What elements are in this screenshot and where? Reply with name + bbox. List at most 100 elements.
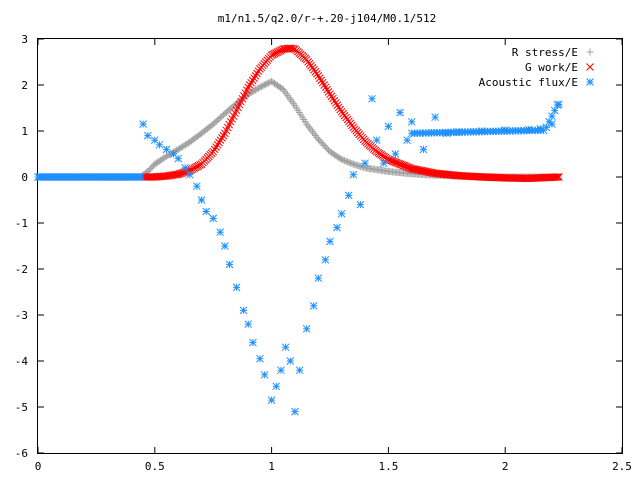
data-point	[171, 147, 179, 155]
data-point	[302, 324, 311, 333]
data-point	[212, 143, 220, 151]
data-point	[333, 101, 342, 109]
data-point	[169, 150, 178, 158]
legend-marker	[586, 48, 594, 56]
data-point	[254, 84, 262, 92]
legend-label: R stress/E	[512, 46, 578, 59]
data-point	[338, 156, 346, 164]
data-point	[219, 131, 228, 140]
data-point	[339, 156, 347, 164]
data-point	[361, 159, 369, 168]
data-point	[278, 85, 286, 93]
data-point	[216, 228, 225, 237]
data-point	[349, 170, 358, 179]
data-point	[321, 255, 330, 264]
data-point	[348, 160, 356, 168]
data-point	[277, 366, 285, 375]
data-point	[259, 82, 267, 90]
data-point	[330, 96, 339, 105]
data-point	[256, 354, 264, 363]
x-tick-label: 2.5	[612, 460, 632, 473]
data-point	[253, 85, 261, 93]
data-point	[405, 163, 413, 172]
data-point	[392, 158, 401, 167]
data-point	[177, 169, 185, 178]
data-point	[216, 136, 225, 145]
data-point	[162, 152, 170, 160]
data-point	[215, 138, 223, 147]
data-point	[221, 242, 229, 250]
data-point	[249, 88, 257, 96]
data-point	[555, 173, 563, 181]
x-tick-label: 0	[35, 460, 42, 473]
data-point	[399, 161, 408, 170]
data-point	[336, 155, 344, 163]
data-point	[232, 283, 241, 292]
data-point	[372, 136, 381, 145]
legend-label: G work/E	[525, 61, 578, 74]
data-point	[174, 154, 183, 163]
data-point	[256, 83, 264, 91]
data-point	[164, 151, 172, 159]
x-tick-label: 2	[502, 460, 509, 473]
data-point	[239, 306, 248, 315]
data-point	[286, 357, 295, 365]
data-point	[244, 83, 253, 92]
y-tick-label: -4	[15, 355, 29, 368]
series-2	[34, 94, 563, 416]
data-point	[317, 138, 325, 146]
data-point	[309, 301, 318, 310]
data-point	[327, 92, 336, 101]
axes: 0 0.5 1 1.5 2 2.5 -6 -5 -4 -3 -2 -1 0 1 2 3	[15, 33, 632, 473]
data-point	[403, 163, 412, 171]
data-point	[180, 168, 188, 177]
data-point	[218, 134, 226, 142]
data-point	[291, 407, 299, 416]
data-point	[172, 170, 181, 179]
data-point	[337, 209, 346, 218]
data-point	[155, 140, 164, 149]
data-point	[287, 44, 296, 53]
data-point	[314, 71, 323, 80]
chart-title: m1/n1.5/q2.0/r-+.20-j104/M0.1/512	[218, 12, 437, 25]
series-1	[139, 44, 563, 183]
data-point	[394, 159, 402, 168]
data-point	[136, 173, 145, 181]
data-point	[326, 237, 334, 246]
data-point	[192, 182, 201, 191]
data-point	[336, 105, 345, 114]
data-point	[390, 157, 398, 166]
data-point	[185, 170, 194, 179]
y-tick-label: -3	[15, 309, 28, 322]
data-point	[253, 69, 261, 78]
data-point	[318, 78, 327, 87]
data-point	[150, 136, 159, 145]
data-point	[209, 147, 218, 156]
data-point	[401, 162, 409, 170]
data-point	[260, 370, 269, 379]
data-point	[143, 131, 152, 140]
data-point	[263, 80, 271, 88]
data-point	[391, 150, 400, 158]
data-point	[398, 161, 406, 169]
data-point	[368, 94, 376, 103]
data-point	[247, 78, 256, 87]
data-point	[281, 343, 290, 352]
data-point	[331, 99, 340, 107]
data-point	[210, 145, 219, 154]
data-point	[403, 136, 411, 145]
data-point	[267, 396, 276, 404]
y-tick-label: 3	[21, 33, 28, 46]
data-point	[319, 140, 327, 148]
y-tick-label: -6	[15, 447, 28, 460]
data-point	[333, 223, 341, 232]
data-point	[213, 140, 222, 149]
data-point	[286, 44, 295, 53]
data-point	[341, 157, 349, 165]
y-tick-label: -2	[15, 263, 28, 276]
legend-marker	[586, 63, 594, 71]
data-point	[181, 163, 190, 172]
x-tick-label: 1.5	[378, 460, 398, 473]
data-point	[320, 81, 329, 89]
data-point	[320, 141, 328, 149]
